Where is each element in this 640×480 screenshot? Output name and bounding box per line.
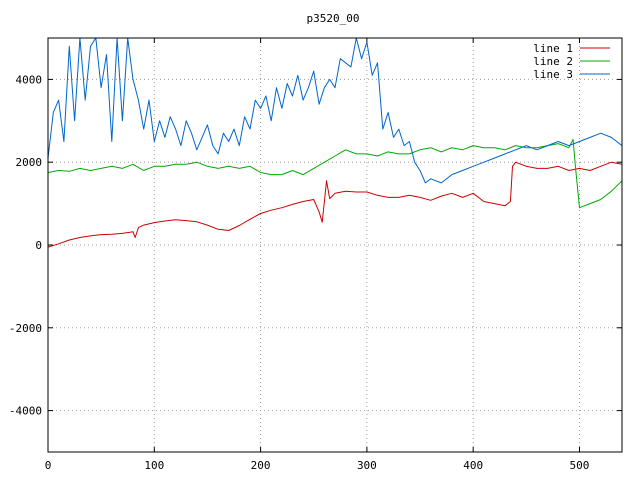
chart-title: p3520_00 <box>307 12 360 25</box>
x-tick-label: 200 <box>251 459 271 472</box>
y-tick-label: -4000 <box>9 405 42 418</box>
x-tick-label: 0 <box>45 459 52 472</box>
legend-label: line 1 <box>533 42 573 55</box>
x-tick-label: 300 <box>357 459 377 472</box>
y-tick-label: 2000 <box>16 156 43 169</box>
grid <box>48 38 622 452</box>
legend-label: line 2 <box>533 55 573 68</box>
x-tick-label: 100 <box>144 459 164 472</box>
series-line-2 <box>48 138 622 209</box>
series-line-3 <box>48 38 622 184</box>
y-tick-label: 4000 <box>16 73 43 86</box>
axis-ticks: 0 100 200 300 400 500 -4000 -2000 0 2000 4000 <box>9 38 622 472</box>
plot-border <box>47 37 623 453</box>
series-group <box>48 38 622 248</box>
x-tick-label: 400 <box>463 459 483 472</box>
legend-label: line 3 <box>533 68 573 81</box>
y-tick-label: -2000 <box>9 322 42 335</box>
y-tick-label: 0 <box>35 239 42 252</box>
x-tick-label: 500 <box>570 459 590 472</box>
series-line-1 <box>48 161 622 248</box>
